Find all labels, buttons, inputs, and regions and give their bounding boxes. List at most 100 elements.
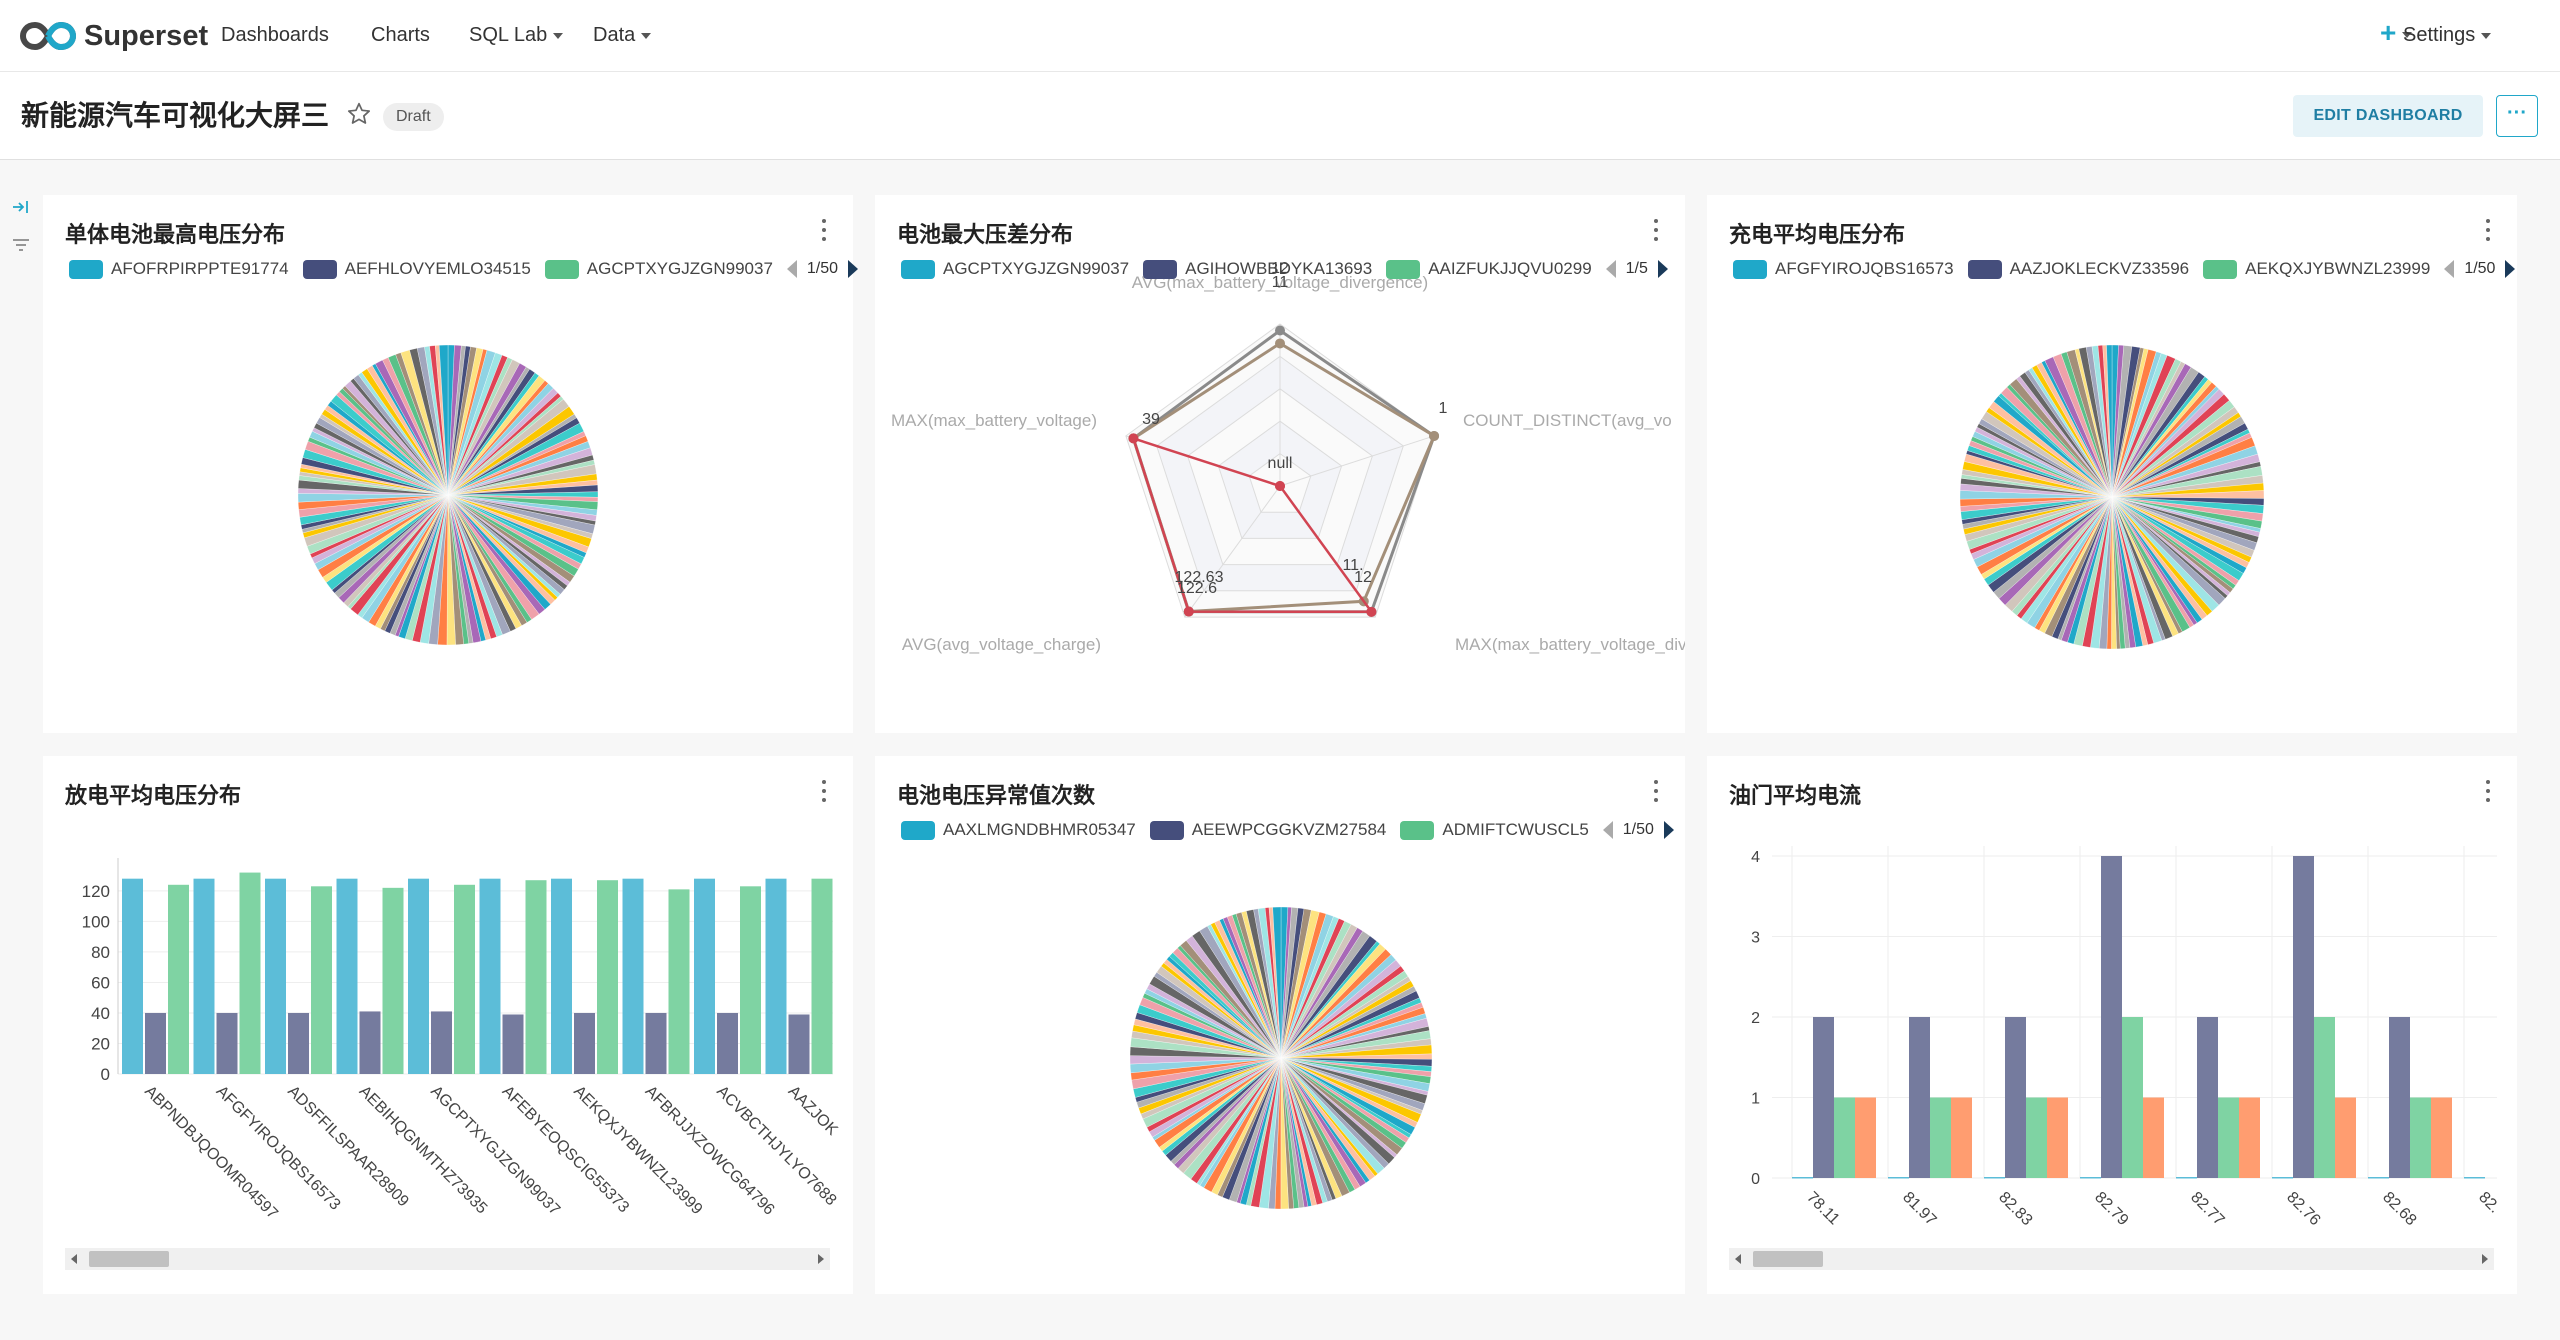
superset-logo[interactable]: Superset <box>20 14 208 58</box>
legend-prev-icon[interactable] <box>1605 260 1616 278</box>
bar <box>359 1011 381 1074</box>
x-tick-label: AFEBYEOQSCIG55373 <box>499 1083 632 1216</box>
pie-slice <box>304 494 449 547</box>
legend-item[interactable]: AAIZFUKJJQVU0299 <box>1386 259 1592 279</box>
scroll-left-icon[interactable] <box>71 1254 77 1264</box>
legend-next-icon[interactable] <box>1657 260 1668 278</box>
pie-slice <box>300 494 449 530</box>
legend-label: AAIZFUKJJQVU0299 <box>1428 259 1592 278</box>
pie-slice <box>2111 496 2194 628</box>
radar-value-label: 122.63 <box>1175 569 1224 586</box>
filter-icon[interactable] <box>11 237 31 253</box>
horizontal-scrollbar[interactable] <box>65 1248 830 1270</box>
legend-prev-icon[interactable] <box>2444 260 2455 278</box>
pie-slice <box>447 494 517 632</box>
pie-slice <box>1280 1038 1432 1059</box>
chart-menu-icon[interactable] <box>821 219 827 246</box>
pie-slice <box>1152 1057 1282 1141</box>
pie-slice <box>2038 496 2113 634</box>
horizontal-scrollbar[interactable] <box>1729 1248 2494 1270</box>
pie-slice <box>2111 353 2168 498</box>
scroll-left-icon[interactable] <box>1735 1254 1741 1264</box>
pie-slice <box>1169 952 1282 1059</box>
pie-slice <box>2111 348 2149 498</box>
legend-next-icon[interactable] <box>848 260 859 278</box>
scroll-right-icon[interactable] <box>818 1254 824 1264</box>
pie-slice <box>447 494 491 641</box>
pie-slice <box>447 459 596 496</box>
favorite-star-icon[interactable] <box>346 101 372 132</box>
pie-slice <box>447 344 455 496</box>
y-tick-label: 4 <box>1751 849 1760 866</box>
nav-charts[interactable]: Charts <box>371 20 430 50</box>
radar-value-label: 39 <box>1142 411 1160 428</box>
pie-slice <box>1214 919 1282 1059</box>
scrollbar-thumb[interactable] <box>89 1251 169 1267</box>
legend-item[interactable]: AGCPTXYGJZGN99037 <box>544 259 773 279</box>
legend-next-icon[interactable] <box>1663 821 1674 839</box>
pie-slice <box>2111 496 2259 544</box>
pie-slice <box>1199 1057 1282 1188</box>
pie-slice <box>361 494 449 623</box>
pie-slice <box>1140 1057 1282 1120</box>
pie-slice <box>447 494 528 626</box>
pie-slice <box>2111 349 2157 498</box>
expand-sidebar-icon[interactable] <box>12 199 30 215</box>
legend-item[interactable]: AEEWPCGGKVZM27584 <box>1149 820 1386 840</box>
pie-slice <box>1272 906 1282 1059</box>
chart-menu-icon[interactable] <box>821 780 827 807</box>
legend-swatch <box>901 820 935 840</box>
legend-page-text: 1/5 <box>1625 260 1648 277</box>
pie-slice <box>1131 1030 1282 1059</box>
pie-slice <box>1967 445 2113 498</box>
pie-slice <box>311 494 449 564</box>
legend-item[interactable]: AFOFRPIRPPTE91774 <box>69 259 289 279</box>
more-actions-button[interactable]: ··· <box>2496 95 2538 137</box>
chart-menu-icon[interactable] <box>2485 219 2491 246</box>
nav-data[interactable]: Data <box>593 20 652 50</box>
scroll-right-icon[interactable] <box>2482 1254 2488 1264</box>
dashboard-title[interactable]: 新能源汽车可视化大屏三 <box>21 100 330 131</box>
nav-dashboards[interactable]: Dashboards <box>221 20 329 50</box>
pie-slice <box>2090 496 2113 649</box>
y-tick-label: 40 <box>91 1004 110 1023</box>
legend-prev-icon[interactable] <box>786 260 797 278</box>
legend-item[interactable]: AEFHLOVYEMLO34515 <box>302 259 531 279</box>
legend-item[interactable]: AEKQXJYBWNZL23999 <box>2203 259 2430 279</box>
chart-panel-max-voltage-divergence: 电池最大压差分布 AVG(max_battery_voltage_diverge… <box>875 195 1685 733</box>
settings-menu[interactable]: Settings <box>2403 20 2492 50</box>
pie-slice <box>299 471 449 496</box>
new-menu-button[interactable]: + <box>2380 18 2413 48</box>
legend-item[interactable]: ADMIFTCWUSCL5 <box>1400 820 1589 840</box>
pie-slice <box>1280 1057 1356 1193</box>
x-tick-label: 82.79 <box>2091 1189 2131 1229</box>
legend-next-icon[interactable] <box>2505 260 2516 278</box>
draft-status-badge[interactable]: Draft <box>383 103 444 131</box>
pie-slice <box>2060 351 2113 498</box>
bar <box>668 889 690 1074</box>
edit-dashboard-button[interactable]: EDIT DASHBOARD <box>2293 95 2483 137</box>
legend-item[interactable]: AAXLMGNDBHMR05347 <box>901 820 1136 840</box>
chart-menu-icon[interactable] <box>1653 780 1659 807</box>
chart-panel-charge-avg-voltage: 充电平均电压分布 AFGFYIROJQBS16573 AAZJOKLECKVZ3… <box>1707 195 2517 733</box>
pie-slice <box>1142 992 1282 1059</box>
nav-sql-lab[interactable]: SQL Lab <box>469 20 564 50</box>
pie-slice <box>447 413 577 496</box>
pie-slice <box>1170 1057 1282 1165</box>
chart-menu-icon[interactable] <box>2485 780 2491 807</box>
x-tick-label: 78.11 <box>1803 1189 1843 1229</box>
legend-item[interactable]: AGIHOWBBDYKA13693 <box>1143 259 1372 279</box>
chevron-down-icon <box>2481 32 2492 39</box>
legend-prev-icon[interactable] <box>1602 821 1613 839</box>
legend-item[interactable]: AAZJOKLECKVZ33596 <box>1967 259 2189 279</box>
bar <box>265 878 286 1074</box>
scrollbar-thumb[interactable] <box>1753 1251 1823 1267</box>
pie-slice <box>1280 985 1417 1059</box>
pie-slice <box>1280 1057 1350 1197</box>
bar <box>717 1012 738 1074</box>
bar <box>239 872 261 1074</box>
legend-item[interactable]: AFGFYIROJQBS16573 <box>1733 259 1954 279</box>
pie-slice <box>1978 418 2113 498</box>
chart-menu-icon[interactable] <box>1653 219 1659 246</box>
legend-item[interactable]: AGCPTXYGJZGN99037 <box>901 259 1129 279</box>
